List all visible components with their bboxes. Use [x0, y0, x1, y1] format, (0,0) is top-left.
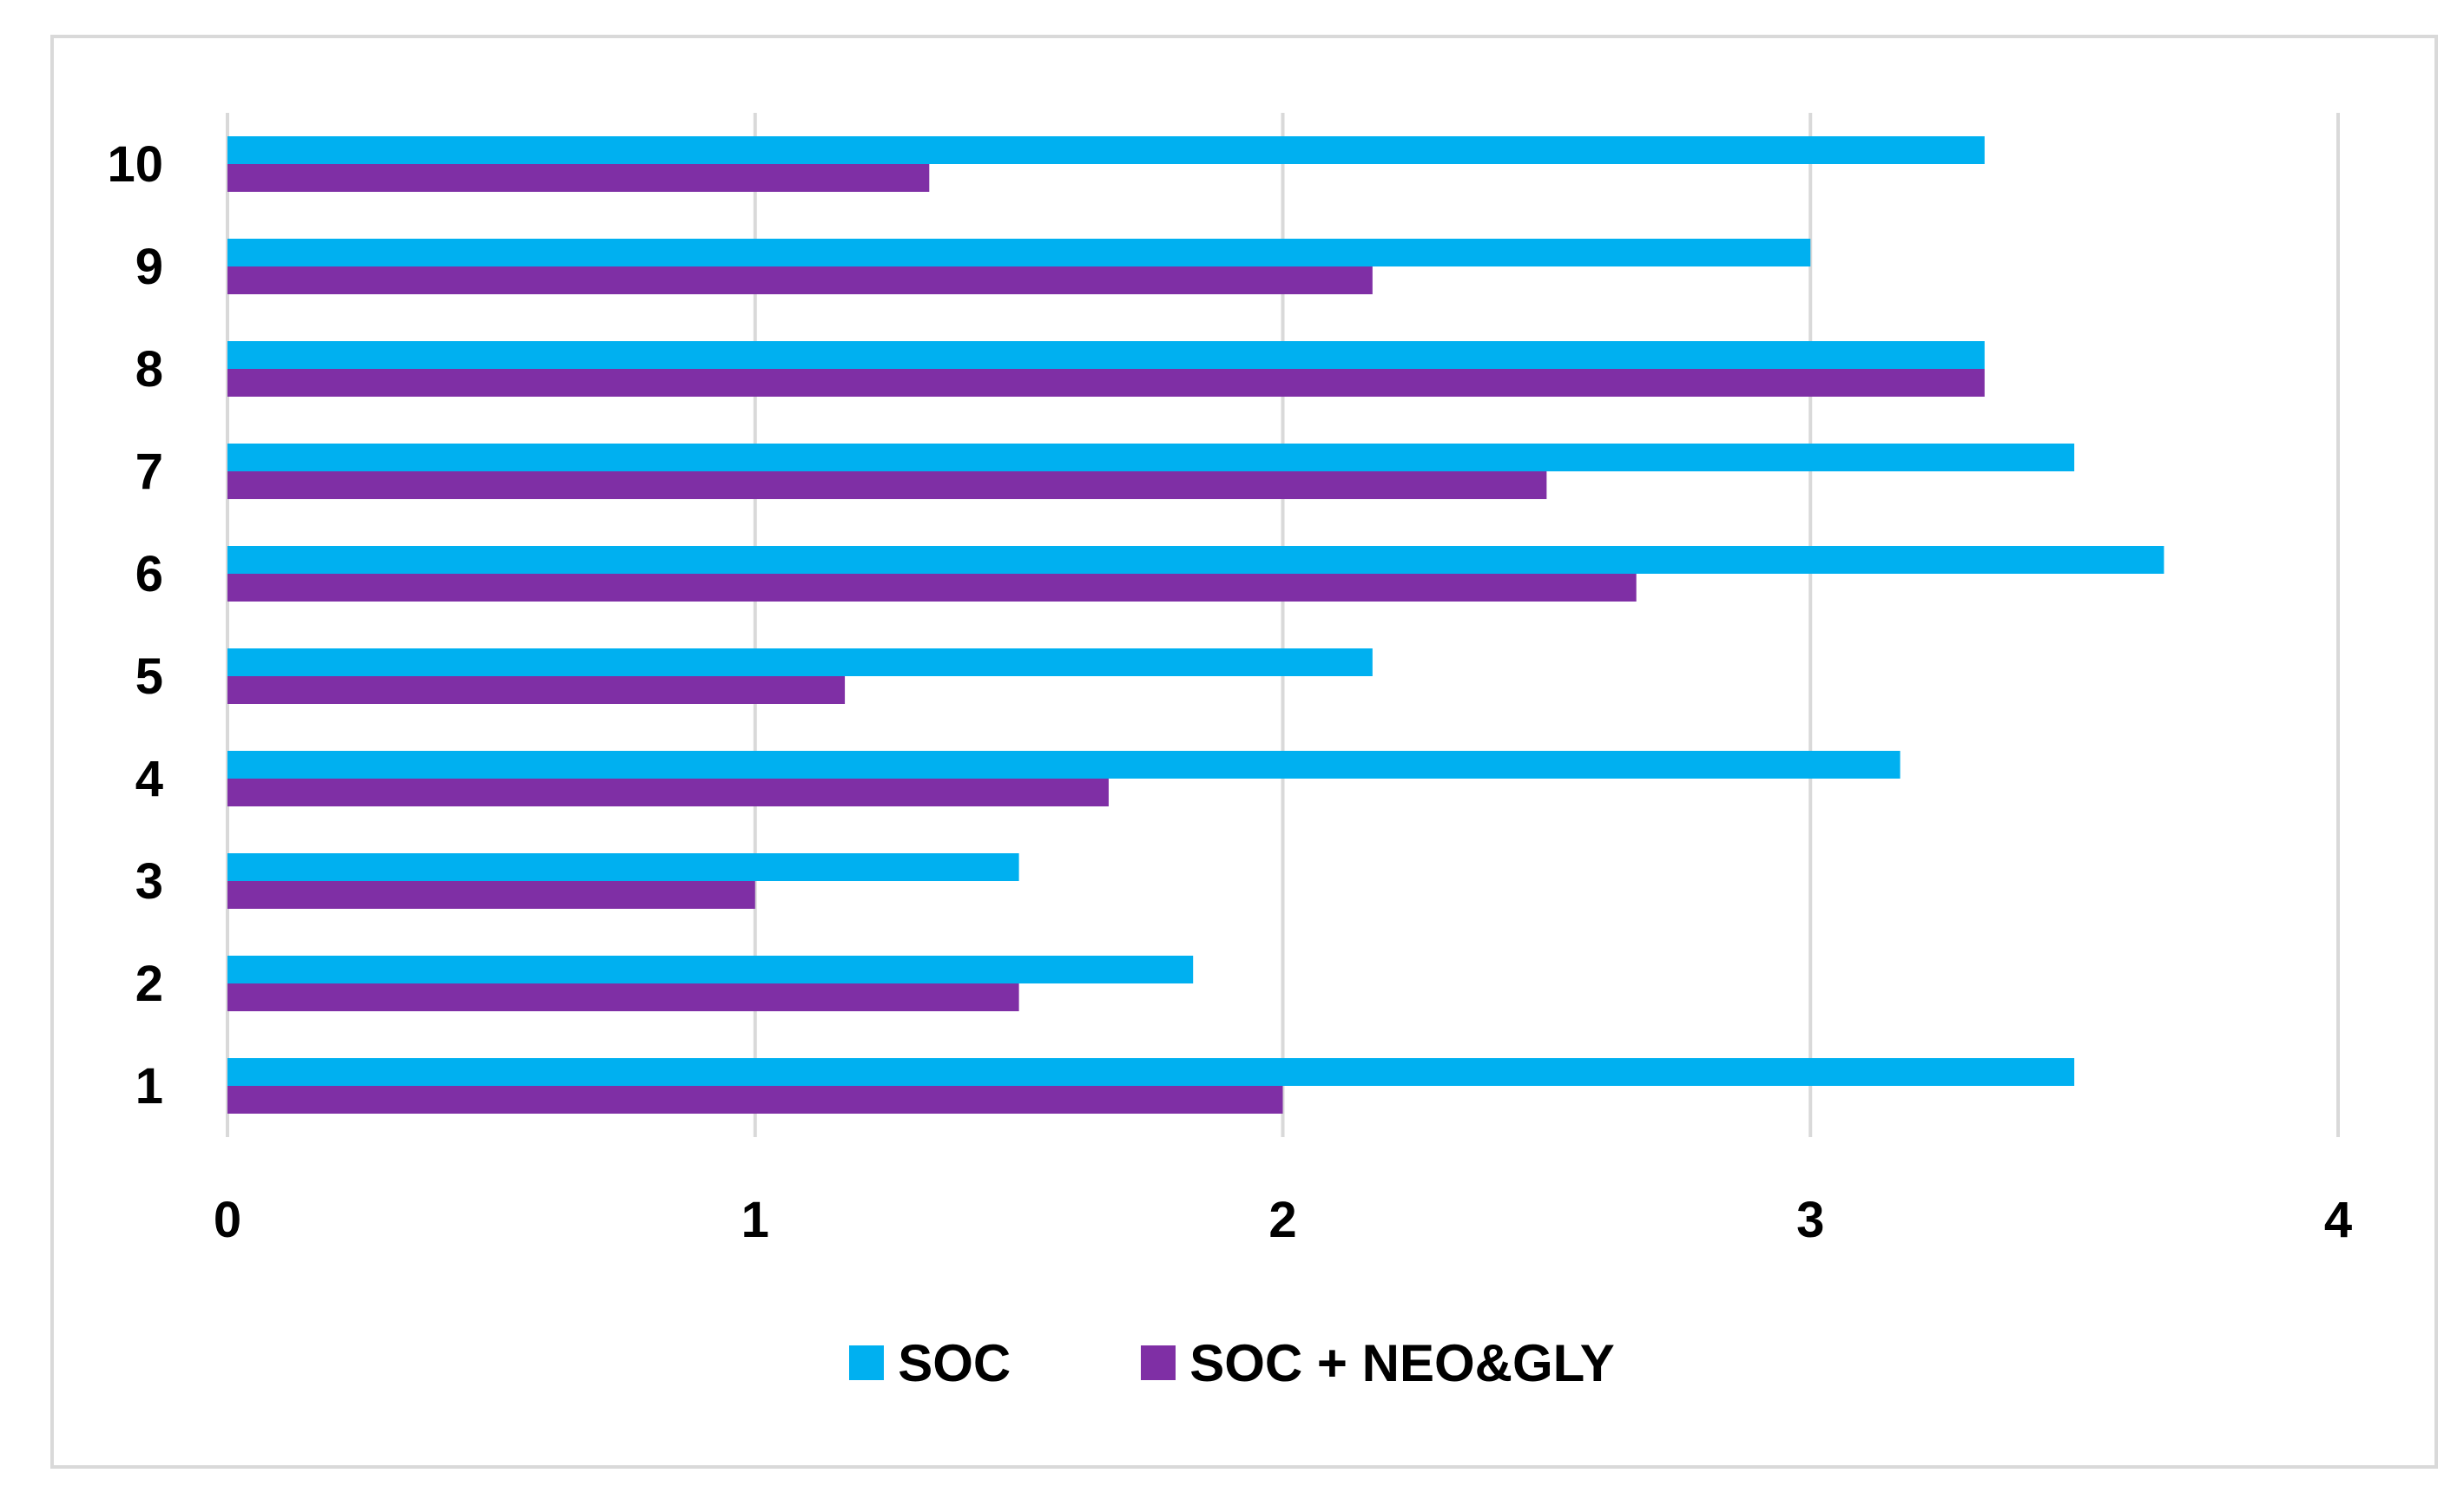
bar-soc-neo-gly-2	[227, 983, 1019, 1011]
bar-soc-4	[227, 751, 1901, 779]
bar-soc-7	[227, 444, 2075, 471]
y-tick-label: 7	[135, 444, 163, 500]
bar-soc-neo-gly-6	[227, 574, 1637, 602]
legend-item-soc: SOC	[849, 1333, 1011, 1393]
bar-soc-neo-gly-9	[227, 266, 1373, 294]
bar-soc-neo-gly-5	[227, 676, 846, 704]
bar-soc-neo-gly-7	[227, 471, 1547, 499]
x-tick-labels: 0 1 2 3 4	[214, 1192, 2352, 1248]
y-tick-label: 9	[135, 239, 163, 295]
bar-soc-6	[227, 546, 2164, 574]
y-tick-label: 10	[107, 136, 163, 193]
legend-label-soc-neo-gly: SOC + NEO&GLY	[1189, 1333, 1615, 1392]
bar-soc-9	[227, 239, 1811, 266]
y-tick-label: 1	[135, 1058, 163, 1115]
y-tick-labels: 1 2 3 4 5 6 7 8 9 10	[107, 136, 163, 1115]
x-tick-label: 4	[2324, 1192, 2352, 1248]
bar-soc-neo-gly-3	[227, 881, 755, 909]
legend-swatch-soc	[849, 1345, 885, 1380]
x-tick-label: 2	[1268, 1192, 1296, 1248]
y-tick-label: 3	[135, 853, 163, 910]
bar-soc-8	[227, 341, 1985, 369]
x-tick-label: 1	[741, 1192, 769, 1248]
bar-soc-neo-gly-4	[227, 779, 1109, 806]
bar-soc-neo-gly-10	[227, 164, 930, 192]
x-tick-label: 3	[1796, 1192, 1824, 1248]
bar-soc-3	[227, 853, 1019, 881]
bar-soc-5	[227, 648, 1373, 676]
legend-label-soc: SOC	[898, 1333, 1011, 1392]
bar-soc-neo-gly-8	[227, 369, 1985, 397]
bars	[227, 136, 2164, 1114]
y-tick-label: 4	[135, 751, 163, 807]
y-tick-label: 5	[135, 648, 163, 705]
y-tick-label: 2	[135, 956, 163, 1012]
bar-soc-10	[227, 136, 1985, 164]
legend: SOC SOC + NEO&GLY	[0, 1328, 2464, 1397]
bar-soc-1	[227, 1058, 2075, 1086]
legend-item-soc-neo-gly: SOC + NEO&GLY	[1141, 1333, 1615, 1393]
legend-swatch-soc-neo-gly	[1141, 1345, 1176, 1380]
y-tick-label: 8	[135, 341, 163, 398]
y-tick-label: 6	[135, 546, 163, 602]
bar-soc-2	[227, 956, 1194, 983]
x-tick-label: 0	[214, 1192, 241, 1248]
bar-soc-neo-gly-1	[227, 1086, 1283, 1114]
